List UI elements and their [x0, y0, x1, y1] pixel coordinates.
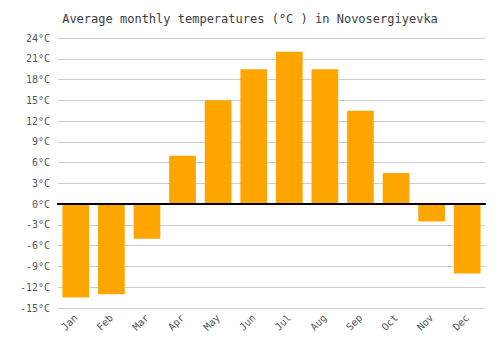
svg-text:18°C: 18°C: [26, 74, 50, 85]
svg-text:-12°C: -12°C: [20, 282, 50, 293]
svg-text:Jan: Jan: [59, 312, 80, 333]
svg-text:Feb: Feb: [95, 312, 116, 333]
svg-text:24°C: 24°C: [26, 33, 50, 44]
svg-text:21°C: 21°C: [26, 53, 50, 64]
svg-text:Mar: Mar: [130, 312, 151, 333]
svg-text:3°C: 3°C: [32, 178, 50, 189]
svg-text:0°C: 0°C: [32, 199, 50, 210]
svg-text:May: May: [201, 312, 222, 333]
svg-text:Apr: Apr: [166, 312, 187, 333]
svg-text:9°C: 9°C: [32, 136, 50, 147]
svg-text:Nov: Nov: [415, 312, 436, 333]
svg-text:12°C: 12°C: [26, 116, 50, 127]
svg-text:Jul: Jul: [273, 312, 294, 333]
svg-text:15°C: 15°C: [26, 95, 50, 106]
svg-text:Jun: Jun: [237, 312, 258, 333]
svg-text:Sep: Sep: [344, 312, 365, 333]
svg-text:Dec: Dec: [451, 312, 472, 333]
svg-text:-9°C: -9°C: [26, 261, 50, 272]
svg-text:-15°C: -15°C: [20, 303, 50, 314]
svg-text:Average monthly temperatures (: Average monthly temperatures (°C ) in No…: [62, 12, 438, 26]
svg-text:Oct: Oct: [379, 312, 400, 333]
svg-text:-3°C: -3°C: [26, 219, 50, 230]
svg-text:6°C: 6°C: [32, 157, 50, 168]
svg-text:Aug: Aug: [308, 312, 329, 333]
svg-text:-6°C: -6°C: [26, 240, 50, 251]
